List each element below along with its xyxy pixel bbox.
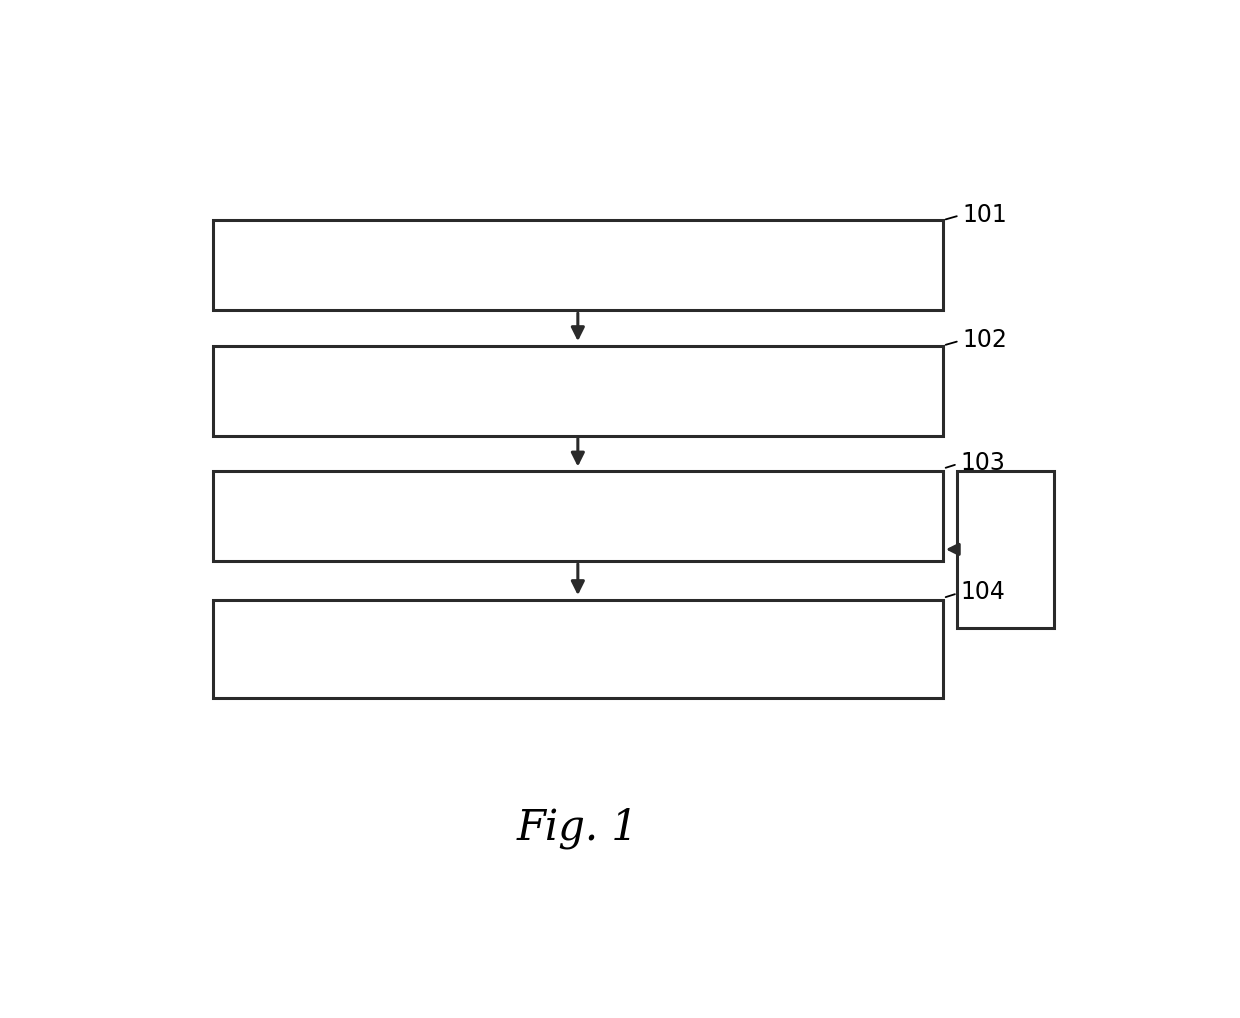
Text: 104: 104 (946, 580, 1006, 605)
Bar (213, 345, 942, 436)
Bar (213, 471, 942, 561)
Text: Fig. 1: Fig. 1 (517, 806, 639, 849)
Text: 102: 102 (946, 328, 1007, 352)
Bar (213, 601, 942, 698)
Bar (957, 471, 1054, 628)
Text: 103: 103 (946, 451, 1006, 475)
Text: 101: 101 (946, 203, 1007, 227)
Bar (213, 220, 942, 310)
